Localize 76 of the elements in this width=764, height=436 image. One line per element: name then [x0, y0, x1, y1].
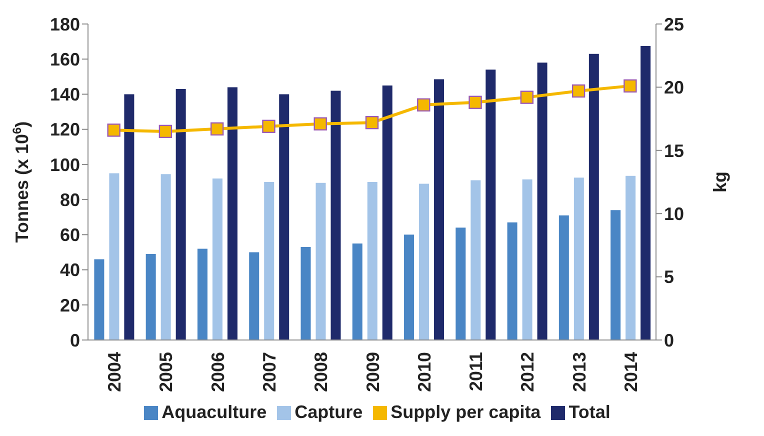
bar — [456, 228, 466, 340]
legend-label: Aquaculture — [162, 402, 267, 422]
bar — [522, 179, 532, 340]
bar — [109, 173, 120, 340]
point — [158, 124, 172, 138]
bar — [434, 79, 444, 340]
point — [624, 79, 637, 93]
point — [314, 117, 327, 130]
bar — [146, 254, 156, 340]
y-tick-label: 0 — [70, 330, 80, 350]
point — [210, 122, 224, 136]
bar — [176, 88, 186, 340]
bar — [486, 70, 496, 340]
bar — [300, 246, 311, 340]
bar — [279, 94, 290, 340]
x-tick-label: 2008 — [311, 352, 332, 392]
legend-label: Total — [568, 402, 610, 422]
bar — [94, 259, 104, 340]
x-tick-label: 2005 — [156, 352, 176, 392]
point — [520, 90, 534, 104]
x-tick-label: 2013 — [569, 352, 590, 392]
bar — [124, 94, 134, 340]
x-tick-label: 2011 — [466, 352, 486, 392]
bar — [640, 46, 651, 340]
point — [107, 124, 120, 137]
x-tick-label: 2014 — [620, 352, 641, 392]
bar — [588, 54, 599, 340]
x-tick-label: 2010 — [414, 352, 434, 392]
x-tick-label: 2007 — [260, 352, 280, 392]
x-tick-label: 2004 — [104, 352, 125, 392]
bar — [212, 178, 222, 340]
bar — [507, 222, 518, 340]
y2-tick-label: 20 — [664, 78, 684, 98]
legend-label: Capture — [294, 402, 363, 422]
y-tick-label: 120 — [50, 120, 80, 140]
y2-tick-label: 10 — [664, 204, 684, 224]
x-tick-label: 2006 — [208, 352, 228, 392]
y2-tick-label: 25 — [664, 14, 684, 34]
point — [262, 120, 276, 133]
bar — [558, 215, 569, 340]
y-tick-label: 40 — [60, 260, 80, 280]
y-tick-label: 60 — [60, 225, 80, 246]
y2-tick-label: 15 — [664, 140, 684, 161]
bar — [367, 182, 378, 340]
y2-tick-label: 5 — [664, 267, 674, 288]
bar — [419, 184, 430, 340]
bar — [537, 62, 548, 340]
bar — [197, 248, 208, 340]
bar — [330, 90, 341, 340]
y-tick-label: 100 — [50, 154, 80, 175]
y-tick-label: 160 — [50, 50, 80, 70]
point — [365, 116, 379, 130]
bar — [316, 182, 326, 340]
legend-label: Supply per capita — [390, 402, 541, 422]
bar — [352, 243, 362, 340]
point — [468, 96, 482, 109]
bar — [404, 234, 414, 340]
bar — [264, 182, 274, 340]
point — [417, 98, 430, 112]
y-tick-label: 20 — [60, 295, 80, 316]
y-tick-label: 180 — [50, 14, 80, 34]
bar — [160, 174, 171, 340]
bar — [227, 87, 238, 340]
point — [572, 84, 586, 98]
bar — [574, 178, 584, 340]
bar — [470, 180, 481, 340]
y-tick-label: 80 — [60, 190, 80, 210]
bar — [610, 210, 621, 340]
bar — [249, 252, 260, 340]
x-tick-label: 2012 — [518, 352, 538, 392]
y-tick-label: 140 — [50, 84, 80, 105]
bar — [382, 85, 392, 340]
x-tick-label: 2009 — [362, 352, 383, 392]
bar — [626, 176, 636, 340]
y2-tick-label: 0 — [664, 330, 674, 350]
y2-axis-title: kg — [710, 171, 730, 193]
